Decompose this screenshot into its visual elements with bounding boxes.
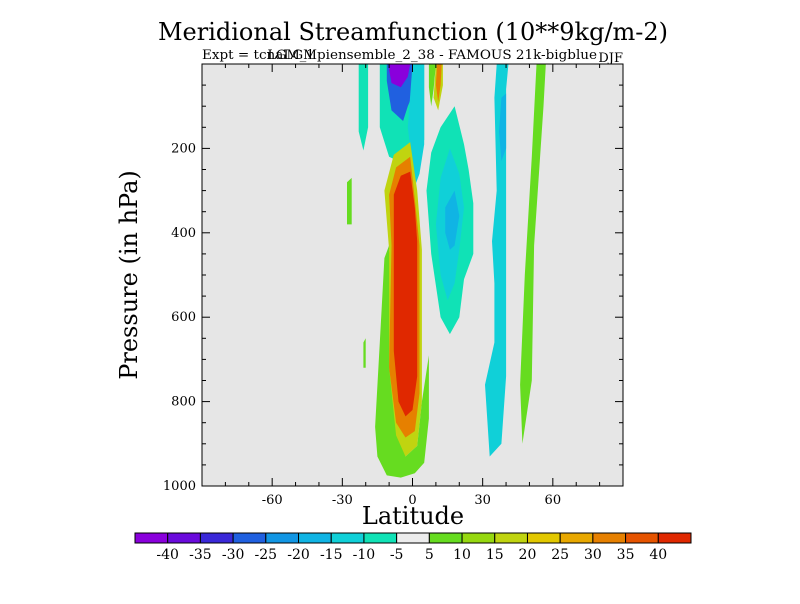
contour-ferrel-blue-core: [445, 190, 460, 250]
colorbar-swatch: [461, 532, 496, 544]
colorbar-swatch: [559, 532, 594, 544]
contour-hadley-core: [393, 171, 418, 417]
colorbar-swatch: [298, 532, 332, 544]
axis-tick-labels: -60 -30 0 30 60 200 400 600 800 1000: [163, 141, 561, 508]
x-axis-label: Latitude: [362, 502, 464, 530]
colorbar-swatch: [592, 532, 627, 544]
experiment-subtitle: Expt = tcnaLGMpiensemble_2_38 - FAMOUS 2…: [202, 48, 597, 63]
contour-small-green-left2: [363, 338, 366, 368]
colorbar-labels: -40 -35 -30 -25 -20 -15 -10 -5 5 10 15 20 25 30 35 40: [156, 547, 667, 563]
chart-title: Meridional Streamfunction (10**9kg/m-2): [158, 18, 668, 46]
colorbar-swatch: [526, 532, 561, 544]
y-tick-label: 400: [171, 226, 196, 241]
colorbar-label: -15: [320, 547, 343, 563]
colorbar: [134, 532, 692, 544]
colorbar-swatch: [363, 532, 398, 544]
colorbar-swatch: [167, 532, 201, 544]
y-axis-label: Pressure (in hPa): [115, 170, 143, 380]
colorbar-label: 30: [584, 547, 602, 563]
colorbar-label: -20: [287, 547, 310, 563]
colorbar-swatch: [494, 532, 528, 544]
contour-subtrop-orange: [435, 64, 442, 102]
colorbar-swatch: [199, 532, 234, 544]
colorbar-label: 25: [551, 547, 569, 563]
y-tick-label: 200: [171, 141, 196, 156]
season-label: DJF: [598, 51, 623, 66]
contour-small-green-left: [347, 177, 352, 225]
contour-regions: [347, 64, 546, 478]
contour-polar-blue-core: [499, 93, 507, 162]
colorbar-swatch: [134, 532, 169, 544]
x-tick-label: 0: [408, 493, 416, 508]
colorbar-swatch: [396, 532, 430, 544]
colorbar-label: -5: [390, 547, 404, 563]
x-tick-label: 60: [545, 493, 562, 508]
contour-far-green-band: [520, 64, 546, 444]
contour-subtrop-green: [428, 64, 436, 107]
contour-trop-negative-core: [389, 64, 411, 88]
y-tick-label: 800: [171, 395, 196, 410]
x-tick-label: 30: [474, 493, 491, 508]
contour-outer-green-lower: [375, 245, 429, 478]
colorbar-swatch: [428, 532, 463, 544]
y-tick-label: 1000: [163, 479, 196, 494]
colorbar-label: -40: [156, 547, 179, 563]
colorbar-label: 35: [617, 547, 635, 563]
colorbar-label: -30: [222, 547, 245, 563]
colorbar-swatch: [657, 532, 692, 544]
colorbar-label: -35: [189, 547, 212, 563]
colorbar-label: 40: [649, 547, 667, 563]
axis-ticks: [201, 63, 624, 487]
contour-polar-cyan-band: [485, 64, 509, 457]
colorbar-swatch: [232, 532, 267, 544]
colorbar-label: 5: [425, 547, 434, 563]
colorbar-swatch: [625, 532, 659, 544]
colorbar-label: -10: [353, 547, 376, 563]
subtitle-overlay: LGM_1: [267, 48, 314, 63]
colorbar-swatch: [330, 532, 365, 544]
colorbar-label: 15: [486, 547, 504, 563]
y-tick-label: 600: [171, 310, 196, 325]
x-tick-label: -60: [262, 493, 283, 508]
contour-left-cyan-streak: [358, 64, 369, 151]
x-tick-label: -30: [332, 493, 353, 508]
colorbar-label: 10: [453, 547, 471, 563]
colorbar-label: -25: [255, 547, 278, 563]
colorbar-label: 20: [519, 547, 537, 563]
colorbar-swatch: [265, 532, 300, 544]
